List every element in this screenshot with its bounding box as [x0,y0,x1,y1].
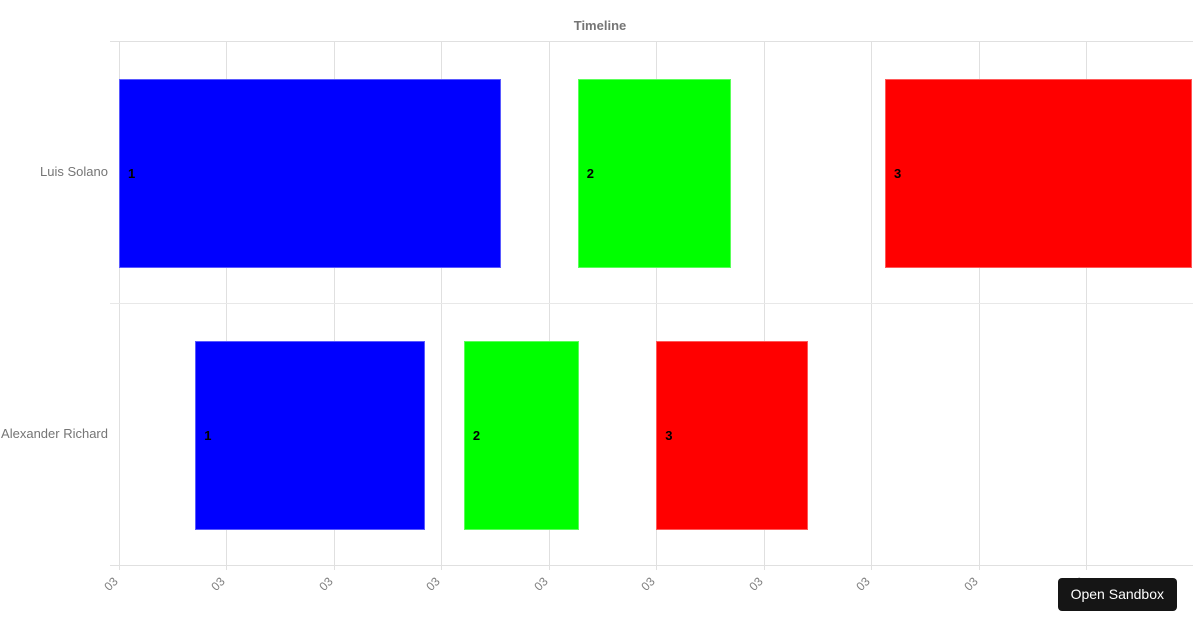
row-label: Alexander Richard [1,426,108,441]
timeline-bar[interactable]: 3 [656,341,808,530]
row-label: Luis Solano [40,164,108,179]
x-tick-label: 03 [316,574,336,594]
timeline-bar[interactable]: 3 [885,79,1193,268]
x-gridline [1085,41,1087,570]
x-tick-label: 03 [638,574,658,594]
x-tick-label: 03 [101,574,121,594]
x-tick-label: 03 [531,574,551,594]
open-sandbox-button[interactable]: Open Sandbox [1057,578,1177,611]
x-tick-label: 03 [423,574,443,594]
timeline-bar[interactable]: 1 [119,79,502,268]
timeline-bar[interactable]: 2 [463,341,579,530]
plot-border-top [110,41,1193,42]
bar-label: 2 [586,165,594,181]
x-gridline [978,41,980,570]
x-gridline [871,41,873,570]
x-gridline [656,41,658,570]
bar-label: 3 [894,165,902,181]
chart-title: Timeline [573,18,627,33]
x-gridline [226,41,228,570]
bar-label: 2 [472,427,481,443]
bar-label: 1 [204,427,212,443]
x-tick-label: 03 [208,574,229,594]
timeline-bar[interactable]: 2 [577,79,732,268]
x-gridline [333,41,335,570]
x-gridline [548,41,550,570]
x-tick-label: 03 [745,574,766,594]
x-tick-label: 03 [960,574,981,594]
bar-label: 3 [665,427,673,443]
row-divider [110,303,1193,304]
bar-label: 1 [128,165,136,181]
x-gridline [763,41,765,570]
timeline-bar[interactable]: 1 [195,341,426,530]
x-axis-line [110,565,1193,566]
x-gridline [441,41,443,570]
x-tick-label: 03 [853,574,873,594]
x-gridline [119,41,120,570]
